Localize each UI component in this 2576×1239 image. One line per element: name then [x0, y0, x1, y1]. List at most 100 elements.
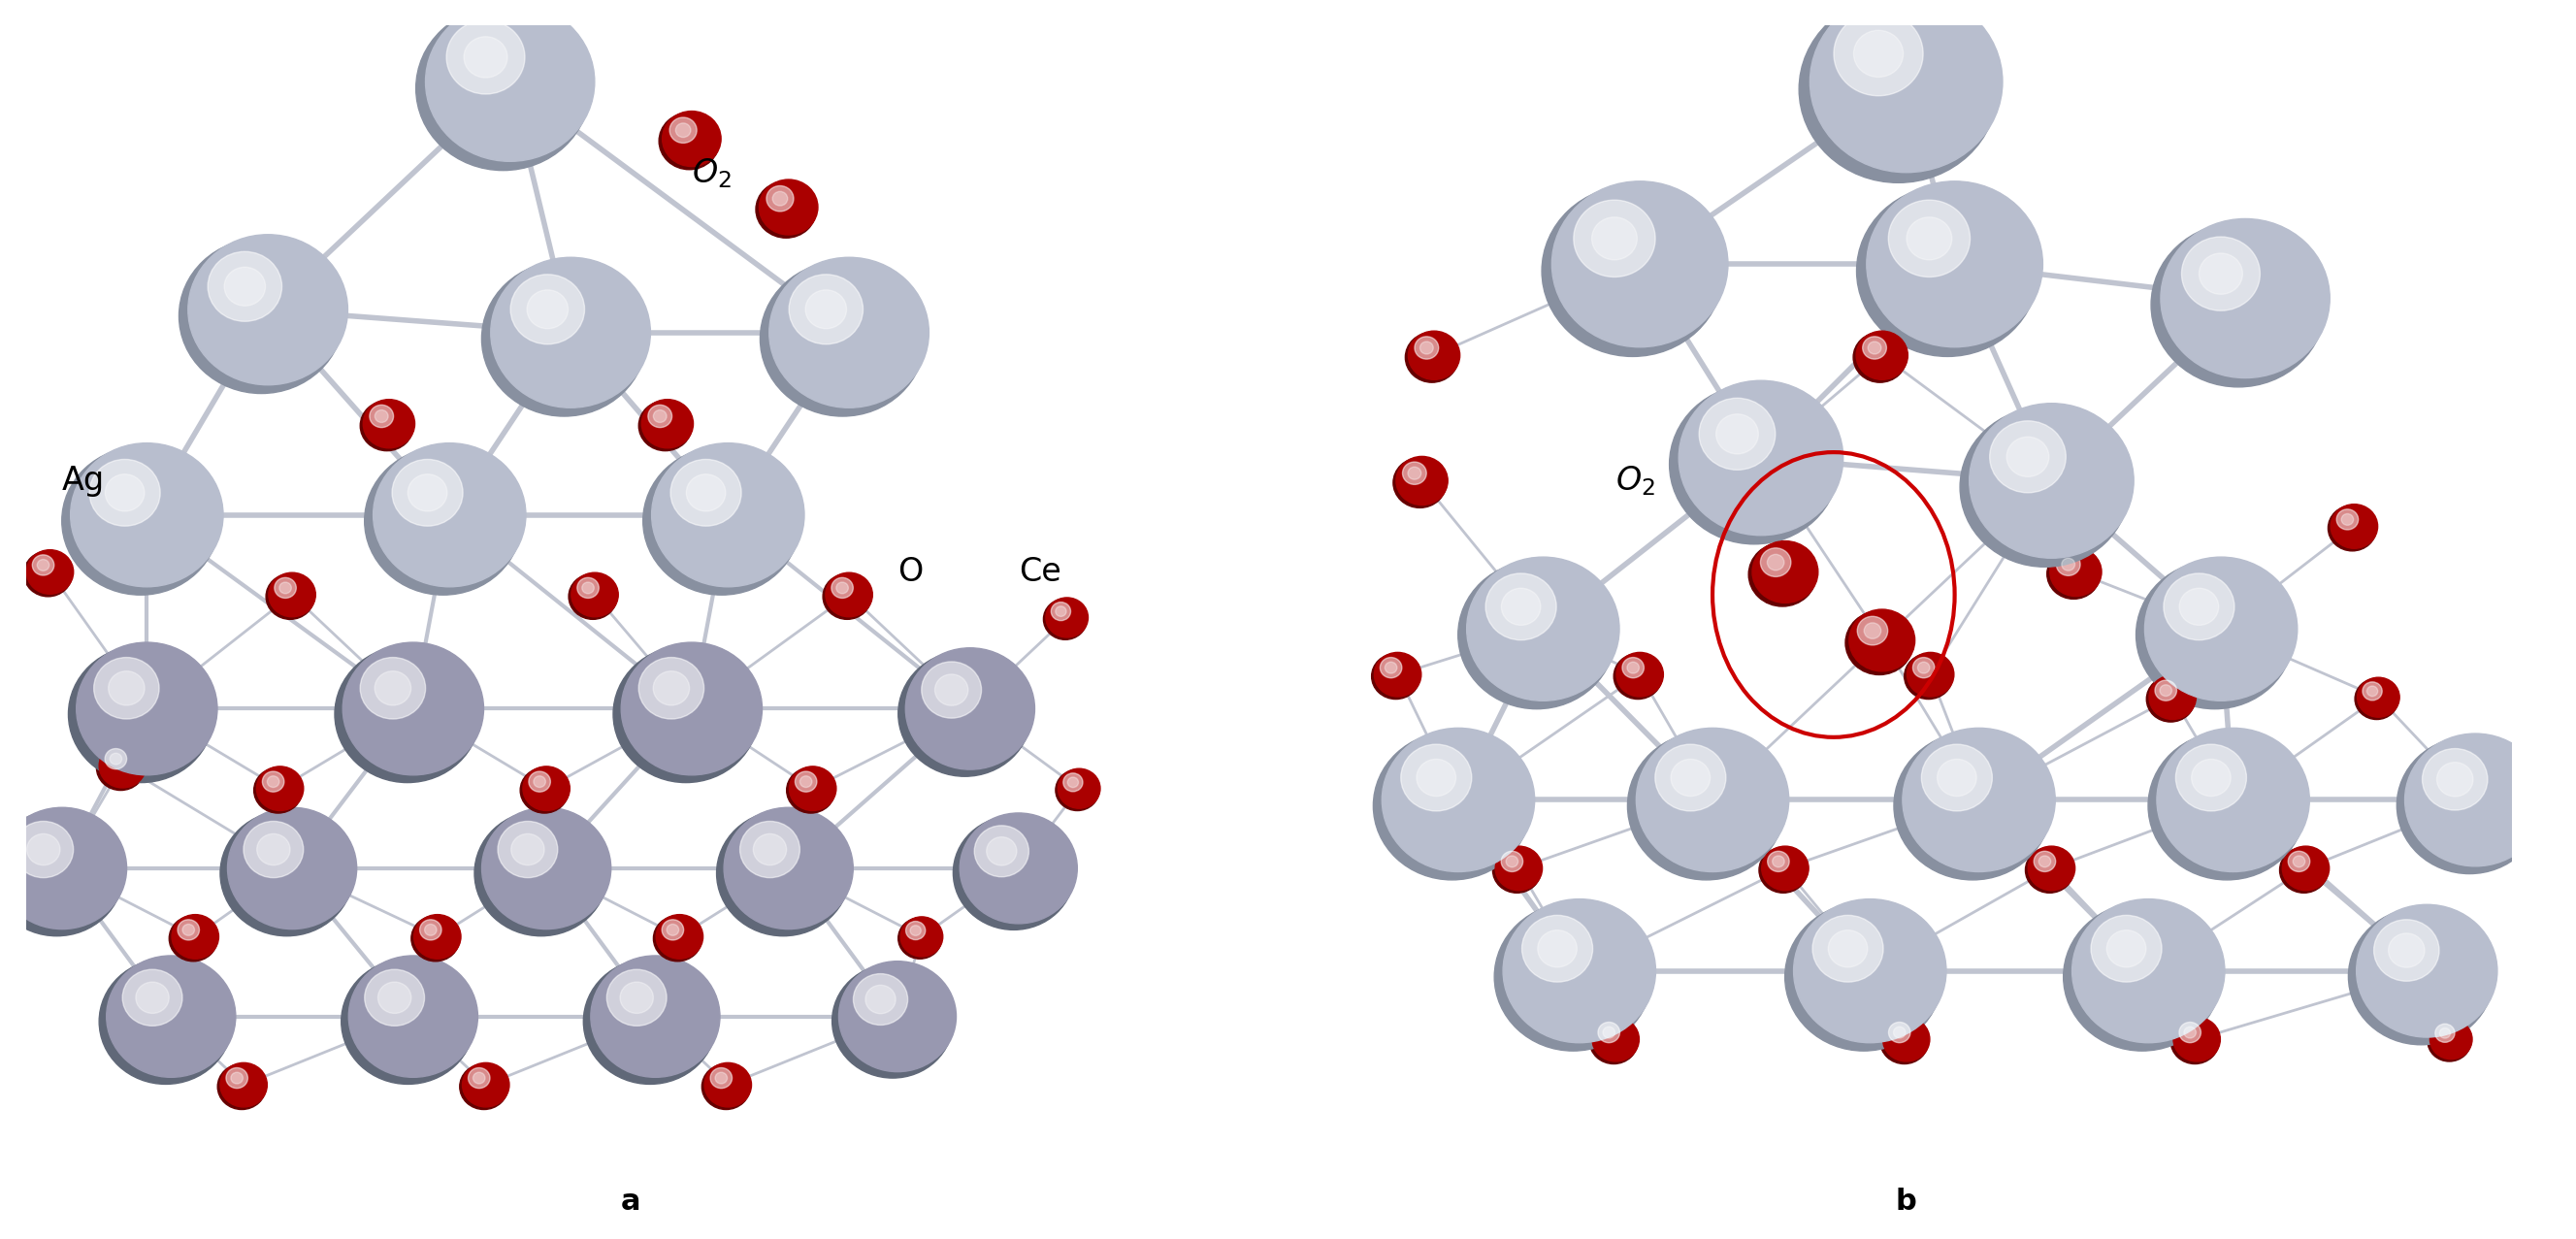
Circle shape [2357, 904, 2496, 1037]
Circle shape [268, 572, 317, 617]
Circle shape [1752, 541, 1819, 603]
Circle shape [1767, 554, 1785, 570]
Circle shape [711, 1068, 732, 1088]
Circle shape [1373, 732, 1530, 880]
Circle shape [2027, 846, 2076, 891]
Circle shape [2429, 1020, 2473, 1059]
Circle shape [582, 582, 595, 593]
Circle shape [832, 964, 953, 1078]
Circle shape [1883, 1017, 1929, 1062]
Circle shape [961, 813, 1077, 923]
Circle shape [1767, 851, 1790, 872]
Circle shape [106, 748, 126, 769]
Circle shape [1409, 467, 1422, 479]
Circle shape [1834, 11, 1924, 95]
Circle shape [124, 969, 183, 1026]
Circle shape [111, 753, 121, 764]
Circle shape [379, 983, 412, 1014]
Circle shape [2287, 851, 2311, 872]
Circle shape [137, 983, 170, 1014]
Text: $O_2$: $O_2$ [1615, 463, 1656, 498]
Circle shape [407, 475, 448, 512]
Circle shape [474, 1072, 484, 1084]
Circle shape [1051, 602, 1072, 621]
Circle shape [1466, 558, 1620, 701]
Circle shape [1522, 916, 1592, 983]
Circle shape [1922, 745, 1991, 812]
Circle shape [1613, 653, 1662, 699]
Circle shape [216, 1064, 265, 1109]
Circle shape [922, 662, 981, 719]
Circle shape [425, 2, 595, 161]
Circle shape [907, 648, 1036, 769]
Circle shape [685, 475, 726, 512]
Circle shape [224, 268, 265, 306]
Circle shape [1502, 900, 1656, 1043]
Circle shape [654, 410, 667, 422]
Circle shape [1888, 1022, 1911, 1043]
Circle shape [909, 926, 922, 935]
Circle shape [1492, 847, 1540, 893]
Circle shape [258, 767, 304, 810]
Circle shape [701, 1064, 750, 1109]
Circle shape [368, 405, 394, 427]
Text: O: O [896, 556, 922, 589]
Circle shape [2048, 549, 2099, 598]
Circle shape [1906, 217, 1953, 260]
Circle shape [652, 444, 804, 587]
Circle shape [361, 658, 425, 719]
Circle shape [1654, 745, 1726, 812]
Circle shape [1066, 777, 1079, 788]
Circle shape [1494, 846, 1543, 891]
Circle shape [2179, 589, 2218, 626]
Circle shape [1636, 729, 1788, 872]
Text: $O_2$: $O_2$ [690, 156, 732, 190]
Circle shape [1968, 404, 2133, 558]
Circle shape [1857, 331, 1909, 379]
Circle shape [2148, 675, 2197, 720]
Circle shape [1857, 186, 2038, 357]
Circle shape [77, 642, 216, 776]
Circle shape [1574, 199, 1656, 278]
Circle shape [1409, 331, 1461, 379]
Circle shape [26, 834, 59, 865]
Circle shape [2331, 504, 2378, 549]
Circle shape [2148, 732, 2306, 880]
Circle shape [2362, 681, 2383, 700]
Circle shape [1814, 916, 1883, 983]
Circle shape [703, 1063, 752, 1106]
Circle shape [608, 969, 667, 1026]
Circle shape [840, 961, 956, 1072]
Circle shape [497, 821, 556, 877]
Circle shape [2156, 680, 2177, 701]
Circle shape [582, 959, 716, 1084]
Circle shape [1865, 623, 1880, 639]
Circle shape [2282, 846, 2329, 891]
Circle shape [1502, 851, 1522, 872]
Circle shape [2146, 676, 2195, 722]
Circle shape [227, 808, 355, 929]
Circle shape [1672, 760, 1710, 797]
Circle shape [621, 983, 654, 1014]
Circle shape [1458, 561, 1615, 709]
Circle shape [219, 810, 353, 935]
Circle shape [276, 577, 296, 598]
Circle shape [1893, 1027, 1906, 1038]
Circle shape [1906, 653, 1955, 696]
Circle shape [1937, 760, 1976, 797]
Circle shape [788, 274, 863, 344]
Circle shape [824, 572, 873, 617]
Circle shape [232, 1072, 242, 1084]
Circle shape [2177, 745, 2246, 812]
Circle shape [183, 924, 196, 935]
Circle shape [716, 1072, 726, 1084]
Circle shape [2056, 553, 2081, 576]
Circle shape [392, 460, 464, 527]
Circle shape [415, 6, 590, 171]
Circle shape [366, 969, 425, 1026]
Circle shape [1772, 856, 1785, 867]
Text: Ce: Ce [1018, 556, 1061, 589]
Circle shape [1597, 1022, 1620, 1043]
Circle shape [335, 646, 479, 783]
Circle shape [755, 181, 817, 238]
